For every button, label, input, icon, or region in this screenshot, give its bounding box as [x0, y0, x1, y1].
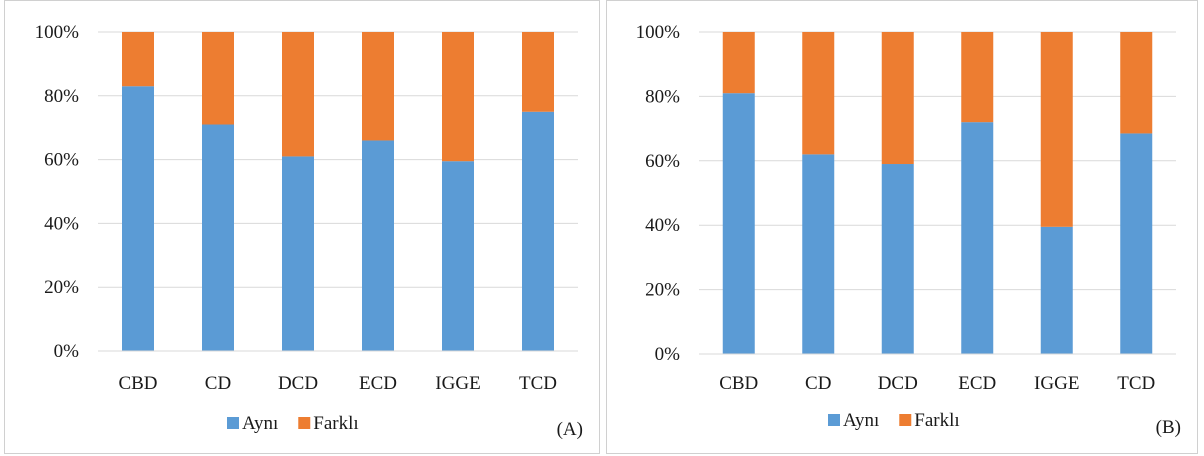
- bar-ayni-tcd: [1120, 133, 1153, 354]
- legend-label-ayni: Aynı: [242, 413, 278, 434]
- x-tick-label-cd: CD: [805, 373, 831, 394]
- y-tick-label: 0%: [655, 344, 681, 365]
- x-tick-label-igge: IGGE: [435, 373, 480, 394]
- bar-ayni-cd: [802, 154, 835, 354]
- y-tick-label: 40%: [44, 213, 79, 234]
- bar-farkli-cd: [802, 32, 835, 155]
- y-tick-label: 40%: [645, 215, 680, 236]
- legend-swatch-ayni: [828, 414, 840, 426]
- x-tick-label-dcd: DCD: [278, 373, 318, 394]
- y-tick-label: 0%: [54, 341, 80, 362]
- bar-ayni-cbd: [122, 86, 154, 351]
- legend-label-ayni: Aynı: [843, 410, 879, 431]
- y-tick-label: 80%: [44, 86, 79, 107]
- bar-farkli-tcd: [1120, 32, 1153, 134]
- bar-farkli-ecd: [961, 32, 994, 123]
- legend-label-farkli: Farklı: [914, 410, 959, 431]
- y-tick-label: 100%: [35, 22, 80, 43]
- x-tick-label-igge: IGGE: [1034, 373, 1079, 394]
- y-tick-label: 80%: [645, 86, 680, 107]
- bar-farkli-cbd: [122, 32, 154, 87]
- bar-farkli-igge: [1040, 32, 1073, 227]
- bar-farkli-cd: [202, 32, 234, 125]
- y-tick-label: 100%: [636, 22, 681, 43]
- bar-ayni-cd: [202, 124, 234, 351]
- bar-ayni-dcd: [881, 164, 914, 354]
- bar-farkli-cbd: [722, 32, 755, 94]
- x-tick-label-dcd: DCD: [878, 373, 918, 394]
- x-tick-label-cbd: CBD: [719, 373, 758, 394]
- bar-farkli-dcd: [881, 32, 914, 165]
- legend-swatch-farkli: [899, 414, 912, 426]
- bar-farkli-tcd: [522, 32, 554, 112]
- bar-ayni-igge: [1040, 226, 1073, 354]
- bar-ayni-dcd: [282, 156, 314, 351]
- bar-farkli-dcd: [282, 32, 314, 157]
- bar-farkli-igge: [442, 32, 474, 162]
- bar-ayni-ecd: [961, 122, 994, 354]
- chart-a: 0% 20% 40% 60% 80% 100% CBD CD DCD ECD IGGE TCD Aynı…: [35, 22, 583, 440]
- y-tick-label: 20%: [645, 280, 680, 301]
- x-tick-label-tcd: TCD: [519, 373, 557, 394]
- x-tick-label-tcd: TCD: [1117, 373, 1155, 394]
- y-tick-label: 60%: [645, 151, 680, 172]
- chart-panel-a: 0% 20% 40% 60% 80% 100% CBD CD DCD ECD IGGE TCD Aynı…: [4, 0, 600, 454]
- y-tick-label: 60%: [44, 150, 79, 171]
- x-tick-label-ecd: ECD: [958, 373, 996, 394]
- legend-swatch-farkli: [298, 417, 311, 429]
- panel-label: (B): [1156, 417, 1181, 438]
- bar-ayni-ecd: [362, 140, 394, 351]
- bar-ayni-cbd: [722, 93, 755, 355]
- bar-ayni-tcd: [522, 111, 554, 351]
- chart-panel-b: 0% 20% 40% 60% 80% 100% CBD CD DCD ECD IGGE TCD Aynı…: [606, 0, 1198, 454]
- bar-ayni-igge: [442, 161, 474, 351]
- x-tick-label-ecd: ECD: [359, 373, 397, 394]
- x-tick-label-cd: CD: [205, 373, 231, 394]
- bar-farkli-ecd: [362, 32, 394, 141]
- x-tick-label-cbd: CBD: [118, 373, 157, 394]
- panel-label: (A): [557, 419, 583, 440]
- chart-b: 0% 20% 40% 60% 80% 100% CBD CD DCD ECD IGGE TCD Aynı…: [636, 22, 1181, 438]
- legend-swatch-ayni: [227, 417, 239, 429]
- legend-label-farkli: Farklı: [313, 413, 358, 434]
- y-tick-label: 20%: [44, 277, 79, 298]
